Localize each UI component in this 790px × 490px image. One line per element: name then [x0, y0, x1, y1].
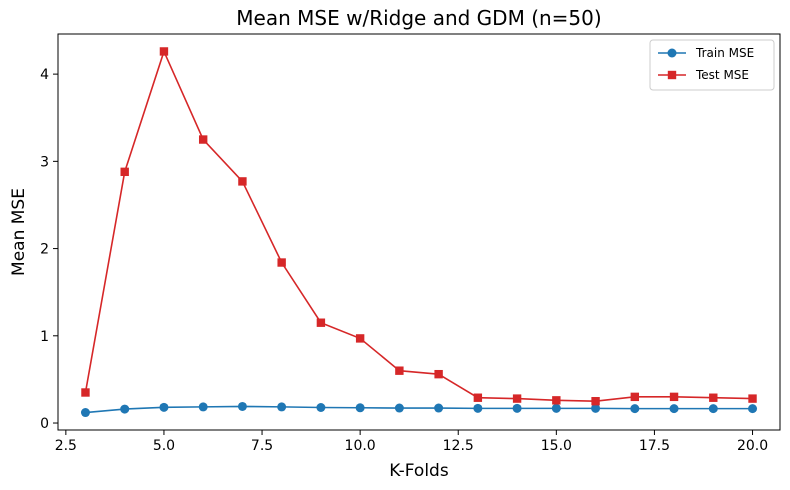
train-mse-point [591, 403, 601, 413]
train-mse-point [198, 402, 208, 412]
plot-frame [57, 33, 781, 431]
train-mse-point [159, 402, 169, 412]
test-mse-point [355, 334, 365, 343]
train-mse-point [277, 402, 287, 412]
chart-title: Mean MSE w/Ridge and GDM (n=50) [236, 6, 601, 30]
train-mse-point [748, 404, 758, 414]
x-tick-label: 12.5 [443, 438, 474, 454]
x-tick-label: 15.0 [541, 438, 572, 454]
test-mse-point [395, 366, 404, 375]
test-mse-point [473, 393, 483, 402]
test-mse-point [591, 397, 600, 406]
train-mse-point [237, 401, 247, 411]
y-tick-label: 3 [40, 154, 49, 170]
train-mse-point [394, 403, 404, 413]
x-tick-label: 10.0 [345, 438, 376, 454]
test-mse-point [630, 392, 640, 402]
x-tick-label: 7.5 [251, 438, 273, 454]
train-mse-point [80, 408, 90, 418]
legend-train-mse-label: Train MSE [695, 46, 754, 60]
test-mse-point [277, 258, 286, 267]
test-mse-point [159, 47, 169, 56]
x-tick-label: 17.5 [639, 438, 670, 454]
test-mse-point [198, 135, 208, 144]
train-mse-point [355, 403, 365, 413]
test-mse-point [238, 177, 247, 186]
legend-test-mse-marker [667, 70, 677, 80]
train-mse-point [669, 404, 679, 414]
y-tick-label: 0 [40, 416, 49, 432]
series-layer [80, 47, 758, 418]
test-mse-point [512, 394, 522, 403]
test-mse-point [552, 396, 561, 405]
axes: 2.5 5.0 7.5 10.0 12.5 15.0 17.5 20.0 0 1 2 3 4 [40, 67, 768, 454]
train-mse-point [316, 402, 326, 412]
train-mse-point [473, 403, 483, 413]
test-mse-point [709, 393, 718, 402]
x-tick-label: 5.0 [153, 438, 175, 454]
test-mse-point [748, 394, 757, 403]
test-mse-line [84, 49, 753, 403]
x-tick-label: 20.0 [737, 438, 768, 454]
y-tick-label: 1 [40, 329, 49, 345]
y-tick-label: 4 [40, 67, 49, 83]
test-mse-point [669, 392, 679, 402]
train-mse-point [708, 404, 718, 414]
legend: Train MSE Test MSE [649, 39, 775, 91]
train-mse-point [434, 403, 444, 413]
test-mse-point [120, 167, 129, 177]
test-mse-point [316, 318, 326, 327]
legend-test-mse-label: Test MSE [695, 68, 749, 82]
train-mse-point [551, 403, 561, 413]
train-mse-line [85, 405, 753, 414]
train-mse-point [120, 404, 130, 414]
y-axis-label: Mean MSE [9, 188, 29, 276]
train-mse-point [512, 403, 522, 413]
legend-train-mse-marker [667, 48, 677, 58]
test-mse-point [434, 369, 443, 379]
y-tick-label: 2 [40, 242, 49, 258]
x-tick-label: 2.5 [55, 438, 77, 454]
x-axis-label: K-Folds [389, 461, 449, 481]
test-mse-point [81, 388, 90, 397]
train-mse-point [630, 404, 640, 414]
